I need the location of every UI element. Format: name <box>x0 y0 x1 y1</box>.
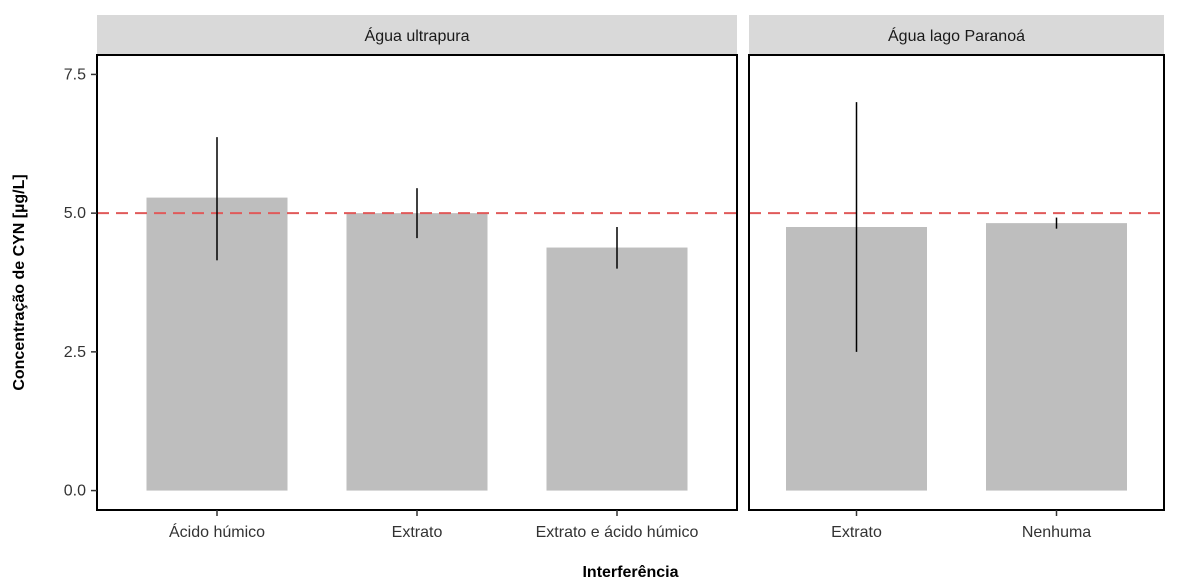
y-tick-label: 2.5 <box>64 344 86 361</box>
x-tick-label: Extrato e ácido húmico <box>536 524 699 541</box>
y-tick-label: 7.5 <box>64 66 86 83</box>
y-axis-title: Concentração de CYN [µg/L] <box>11 174 28 390</box>
facet-strip <box>97 15 737 55</box>
x-tick-label: Extrato <box>831 524 882 541</box>
panel-border <box>748 54 1165 511</box>
facet-strip-label: Água ultrapura <box>365 26 470 45</box>
panel-1: Água ultrapura Ácido húmico Extrato Extrato… <box>96 15 738 541</box>
facet-strip <box>749 15 1164 55</box>
panel-2: Água lago Paranoá Extrato Nenhuma <box>748 15 1165 541</box>
y-tick-label: 5.0 <box>64 205 86 222</box>
y-tick-label: 0.0 <box>64 483 86 500</box>
bar <box>346 213 488 491</box>
x-tick-label: Extrato <box>392 524 443 541</box>
x-tick-label: Ácido húmico <box>169 522 265 541</box>
x-axis-title: Interferência <box>582 564 678 581</box>
facet-strip-label: Água lago Paranoá <box>888 26 1025 45</box>
bar <box>986 223 1127 491</box>
y-axis: 0.0 2.5 5.0 7.5 <box>64 66 97 500</box>
bar <box>546 247 688 491</box>
x-tick-label: Nenhuma <box>1022 524 1091 541</box>
panels-group: Água ultrapura Ácido húmico Extrato Extrato… <box>96 15 1165 541</box>
